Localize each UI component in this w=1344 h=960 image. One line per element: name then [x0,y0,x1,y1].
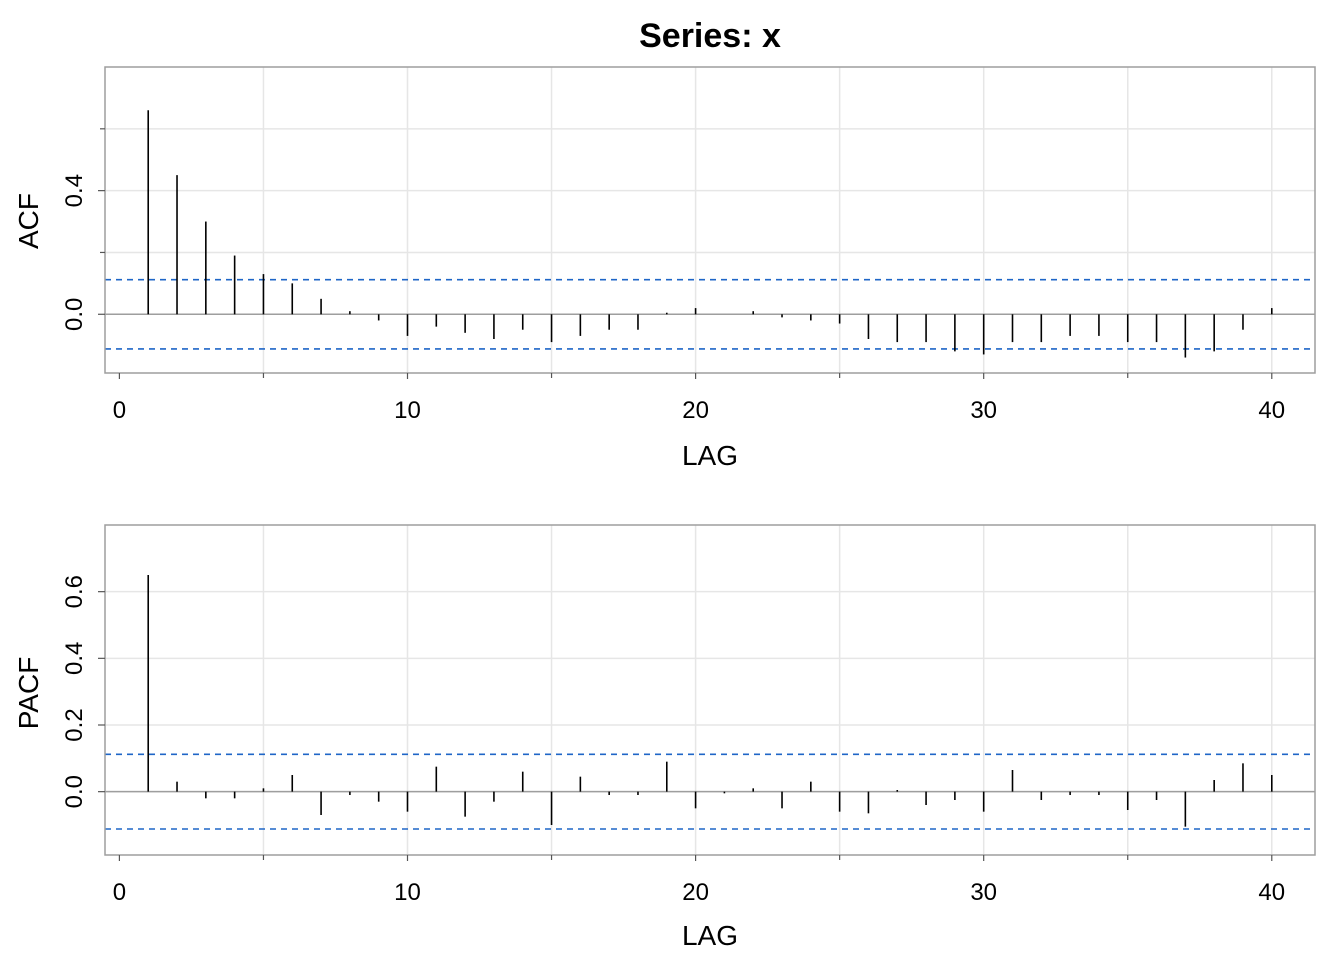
acf-y-axis-label: ACF [13,193,44,249]
acf-x-tick-label: 20 [682,397,709,424]
pacf-x-tick-label: 20 [682,879,709,906]
pacf-y-tick-label: 0.0 [61,775,88,808]
pacf-x-axis-label: LAG [682,920,738,951]
acf-x-tick-label: 0 [113,397,126,424]
pacf-y-tick-label: 0.6 [61,575,88,608]
pacf-x-tick-label: 40 [1258,879,1285,906]
acf-y-tick-label: 0.0 [61,298,88,331]
acf-plot-frame [104,66,1316,374]
pacf-x-tick-label: 30 [970,879,997,906]
pacf-y-tick-label: 0.2 [61,708,88,741]
acf-x-tick-label: 10 [394,397,421,424]
acf-x-tick-label: 30 [970,397,997,424]
acf-y-tick-label: 0.4 [61,174,88,207]
pacf-plot-frame [104,524,1316,856]
pacf-x-tick-label: 10 [394,879,421,906]
pacf-y-tick-label: 0.4 [61,642,88,675]
pacf-y-axis-label: PACF [13,657,44,730]
pacf-panel: 0 10 20 30 40 0.0 0.2 0.4 0.6 [61,524,1316,906]
figure-title: Series: x [639,17,781,55]
acf-x-axis-label: LAG [682,440,738,471]
acf-x-tick-label: 40 [1258,397,1285,424]
pacf-x-tick-label: 0 [113,879,126,906]
acf-panel: 0 10 20 30 40 0.0 0.4 [61,66,1316,424]
